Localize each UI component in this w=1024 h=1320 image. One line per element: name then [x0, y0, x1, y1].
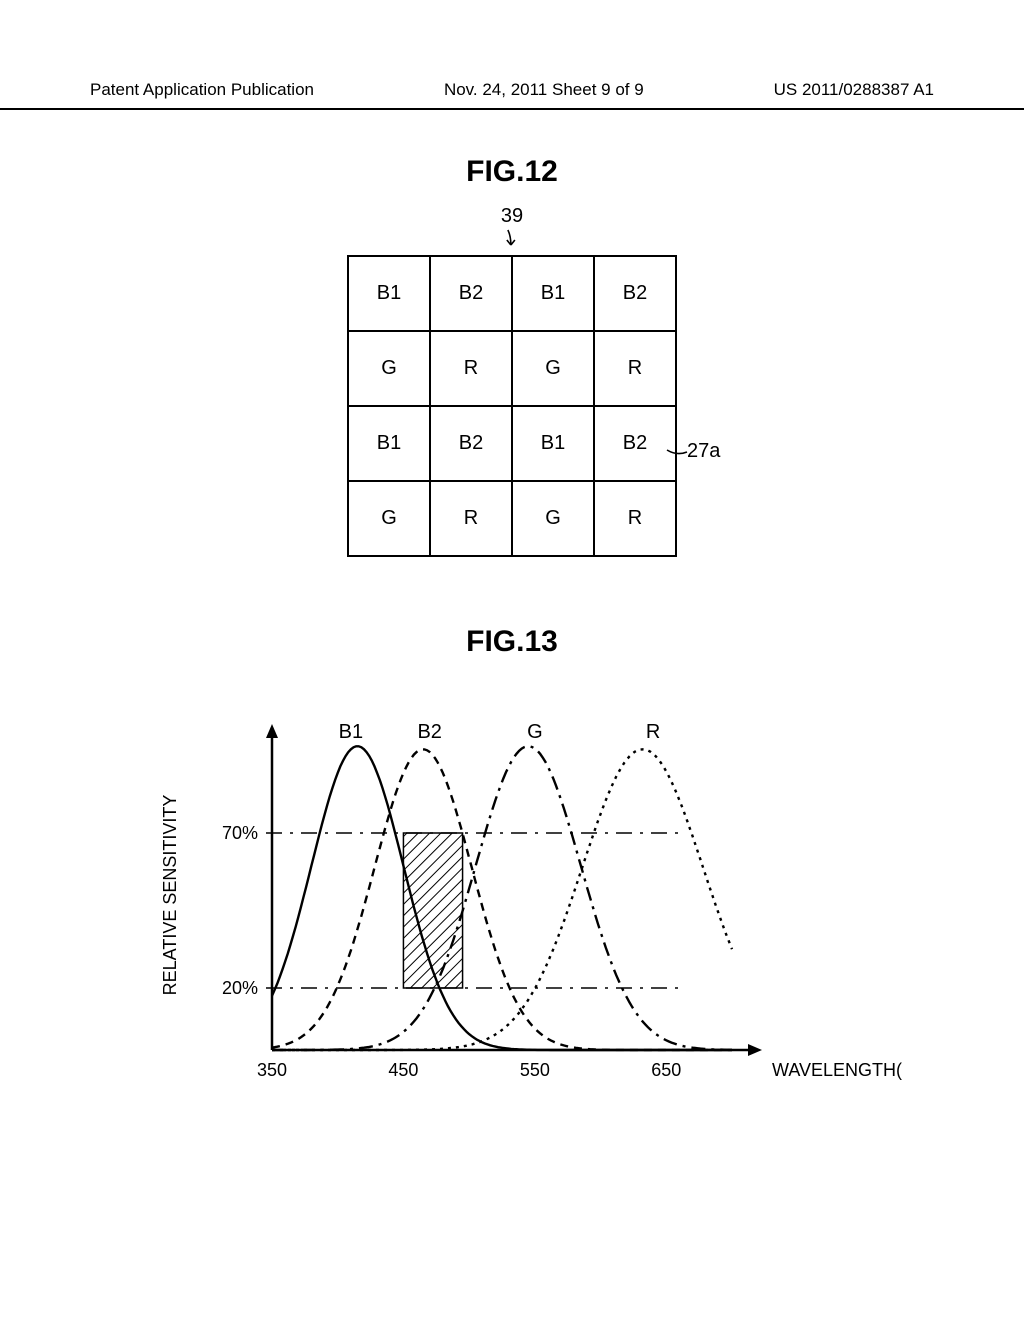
filter-grid-table: B1 B2 B1 B2 G R G R B1 B2 B1 B2 G R G R [347, 255, 677, 557]
grid-cell: B2 [430, 256, 512, 331]
series-label-g: G [527, 721, 543, 743]
grid-cell: B1 [348, 406, 430, 481]
x-axis-arrow-icon [748, 1044, 762, 1056]
table-row: B1 B2 B1 B2 [348, 256, 676, 331]
grid-cell: R [430, 331, 512, 406]
series-label-r: R [646, 721, 660, 743]
fig13-title: FIG.13 [0, 625, 1024, 659]
grid-cell: B1 [512, 406, 594, 481]
curve-r [272, 749, 732, 1050]
grid-cell: G [348, 481, 430, 556]
fig12-top-label: 39 [501, 205, 523, 227]
curve-g [272, 746, 732, 1050]
grid-cell: R [594, 481, 676, 556]
y-tick-label: 70% [222, 823, 258, 843]
grid-cell: B2 [430, 406, 512, 481]
series-label-b1: B1 [339, 721, 363, 743]
header-left: Patent Application Publication [90, 80, 314, 100]
hatch-region [403, 833, 462, 988]
curve-b1 [272, 746, 732, 1050]
fig12-title: FIG.12 [0, 155, 1024, 189]
grid-cell: G [512, 331, 594, 406]
grid-cell: B1 [512, 256, 594, 331]
x-tick-label: 450 [388, 1060, 418, 1080]
fig12-side-label-wrap: 27a [687, 440, 720, 463]
series-label-b2: B2 [417, 721, 441, 743]
table-row: G R G R [348, 481, 676, 556]
header-right: US 2011/0288387 A1 [774, 80, 934, 100]
grid-cell: G [348, 331, 430, 406]
grid-cell: G [512, 481, 594, 556]
y-axis-arrow-icon [266, 724, 278, 738]
x-tick-label: 350 [257, 1060, 287, 1080]
grid-cell: R [430, 481, 512, 556]
fig13-chart: 350 450 550 650 20% 70% WAVELENGTH(nm) RELATIVE… [122, 710, 902, 1185]
x-axis-label: WAVELENGTH(nm) [772, 1060, 902, 1080]
y-axis-label: RELATIVE SENSITIVITY [160, 795, 180, 996]
fig12-grid-wrap: 39 B1 B2 B1 B2 G R G R B1 B2 B1 B2 G R G [347, 255, 677, 557]
header-center: Nov. 24, 2011 Sheet 9 of 9 [444, 80, 644, 100]
grid-cell: R [594, 331, 676, 406]
grid-cell: B2 [594, 406, 676, 481]
table-row: G R G R [348, 331, 676, 406]
sensitivity-chart-svg: 350 450 550 650 20% 70% WAVELENGTH(nm) RELATIVE… [122, 710, 902, 1180]
page-header: Patent Application Publication Nov. 24, … [0, 80, 1024, 110]
grid-cell: B1 [348, 256, 430, 331]
x-tick-label: 550 [520, 1060, 550, 1080]
curve-b2 [272, 749, 732, 1050]
leader-curve-icon [665, 442, 695, 472]
x-tick-label: 650 [651, 1060, 681, 1080]
table-row: B1 B2 B1 B2 [348, 406, 676, 481]
grid-cell: B2 [594, 256, 676, 331]
arrow-down-icon [502, 228, 522, 252]
y-tick-label: 20% [222, 978, 258, 998]
